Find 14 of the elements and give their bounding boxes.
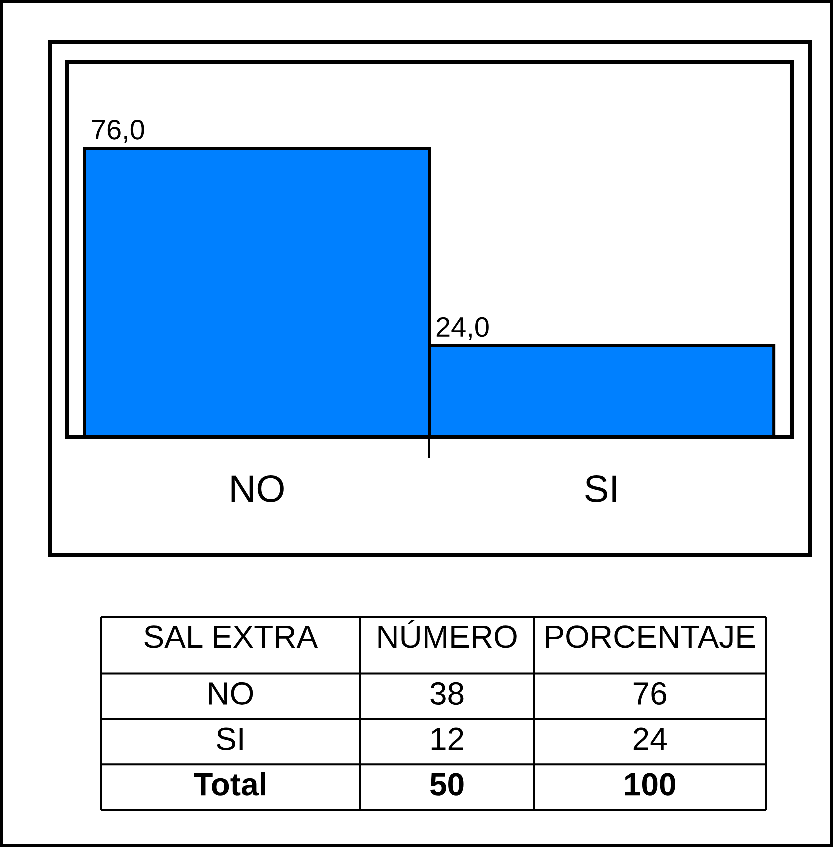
data-label: 24,0 [436, 317, 489, 340]
data-label: 100 [625, 773, 676, 796]
text: PORCENTAJE [546, 626, 756, 648]
category-label: NO [209, 682, 254, 706]
data-label: 50 [430, 773, 464, 796]
data-label: 76,0 [92, 120, 144, 144]
data-label: 38 [430, 682, 464, 706]
data-label: 12 [432, 728, 464, 750]
category-label: SI [217, 728, 243, 750]
category-label: Total [194, 772, 266, 796]
data-label: 24 [634, 728, 667, 750]
text: SAL EXTRA [144, 626, 318, 648]
data-label: 76 [634, 682, 666, 706]
text: NÚMERO [378, 620, 517, 648]
